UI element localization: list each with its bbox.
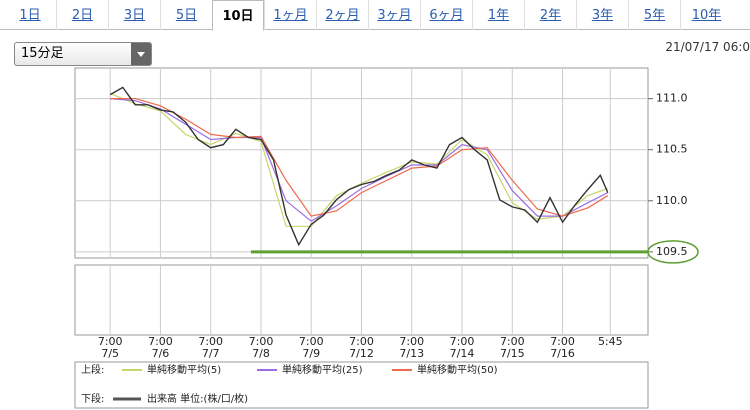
tab[interactable]: 2ヶ月 bbox=[316, 0, 368, 30]
x-tick-label: 7/5 bbox=[101, 347, 119, 360]
x-tick-label: 7/16 bbox=[550, 347, 575, 360]
x-tick-label: 7/15 bbox=[500, 347, 525, 360]
x-tick-label: 7:00 bbox=[550, 335, 575, 348]
tab[interactable]: 6ヶ月 bbox=[420, 0, 472, 30]
x-tick-label: 7/7 bbox=[202, 347, 220, 360]
select-label: 15分足 bbox=[21, 46, 64, 61]
y-tick-label: 110.5 bbox=[656, 143, 688, 156]
tab[interactable]: 5年 bbox=[628, 0, 680, 30]
x-tick-label: 7/9 bbox=[302, 347, 320, 360]
tab[interactable]: 10日 bbox=[212, 0, 264, 31]
tab[interactable]: 3年 bbox=[576, 0, 628, 30]
x-tick-label: 7:00 bbox=[148, 335, 173, 348]
x-tick-label: 7/8 bbox=[252, 347, 270, 360]
x-tick-label: 7:00 bbox=[450, 335, 475, 348]
timestamp: 21/07/17 06:0 bbox=[665, 40, 750, 54]
tab[interactable]: 2年 bbox=[524, 0, 576, 30]
tab[interactable]: 10年 bbox=[680, 0, 732, 30]
x-tick-label: 7/14 bbox=[450, 347, 475, 360]
tab[interactable]: 1ヶ月 bbox=[264, 0, 316, 30]
interval-select[interactable]: 15分足 bbox=[14, 42, 152, 66]
ma-line bbox=[110, 98, 609, 222]
x-tick-label: 7/12 bbox=[349, 347, 374, 360]
x-tick-label: 7:00 bbox=[249, 335, 274, 348]
y-tick-label: 111.0 bbox=[656, 92, 688, 105]
x-tick-label: 5:45 bbox=[598, 335, 623, 348]
x-tick-label: 7:00 bbox=[399, 335, 424, 348]
ma-line bbox=[110, 98, 609, 217]
x-tick-label: 7/6 bbox=[152, 347, 170, 360]
x-tick-label: 7/13 bbox=[399, 347, 424, 360]
tab[interactable]: 3日 bbox=[108, 0, 160, 30]
legend-text: 出来高 単位:(株/口/枚) bbox=[147, 392, 248, 405]
tab[interactable]: 3ヶ月 bbox=[368, 0, 420, 30]
legend-label: 上段: bbox=[81, 363, 104, 376]
tab[interactable]: 2日 bbox=[56, 0, 108, 30]
legend-text: 単純移動平均(5) bbox=[147, 363, 221, 376]
x-tick-label: 7:00 bbox=[500, 335, 525, 348]
legend-label: 下段: bbox=[81, 392, 104, 405]
price-line bbox=[109, 86, 609, 247]
x-tick-label: 7:00 bbox=[349, 335, 374, 348]
tab[interactable]: 1日 bbox=[19, 8, 41, 23]
tab-bar: 1日 2日 3日 5日 10日 1ヶ月 2ヶ月 3ヶ月 6ヶ月 1年 2年 3年 5年 10年 bbox=[0, 0, 750, 31]
x-tick-label: 7:00 bbox=[299, 335, 324, 348]
tab[interactable]: 1年 bbox=[472, 0, 524, 30]
y-tick-label: 110.0 bbox=[656, 194, 688, 207]
legend-text: 単純移動平均(50) bbox=[417, 363, 498, 376]
tab[interactable]: 5日 bbox=[160, 0, 212, 30]
x-tick-label: 7:00 bbox=[98, 335, 123, 348]
y-tick-label: 109.5 bbox=[656, 245, 688, 258]
legend-box bbox=[74, 361, 649, 409]
select-arrow[interactable] bbox=[131, 43, 151, 65]
legend-text: 単純移動平均(25) bbox=[282, 363, 363, 376]
x-tick-label: 7:00 bbox=[198, 335, 223, 348]
